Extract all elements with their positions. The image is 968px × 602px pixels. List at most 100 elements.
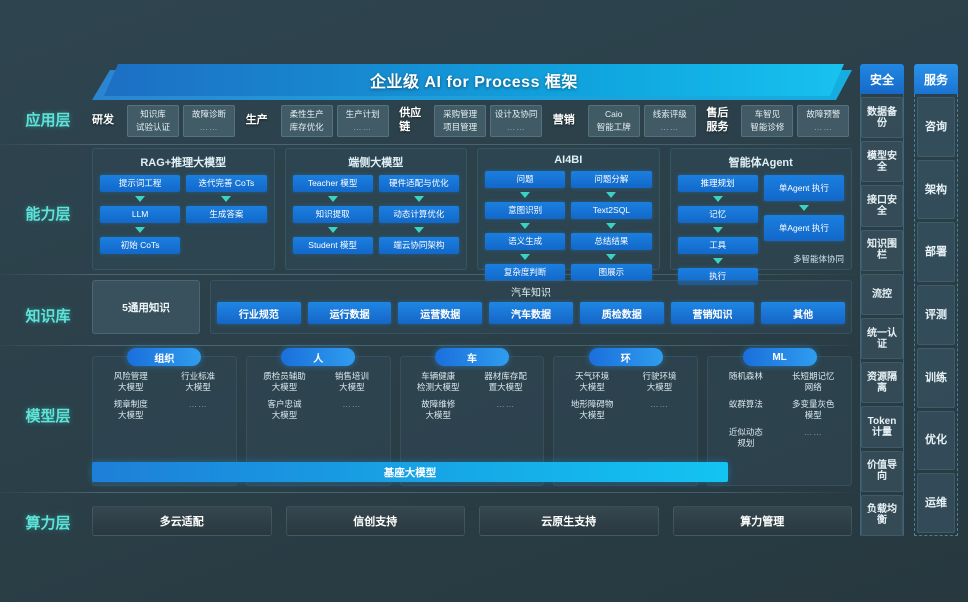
application-tile-list: 柔性生产 库存优化 生产计划 …… [280, 105, 389, 137]
model-item[interactable]: …… [649, 399, 669, 410]
capability-block[interactable]: 知识提取 [292, 206, 373, 223]
model-group-pill[interactable]: 环 [588, 348, 663, 366]
model-item[interactable]: 规章制度 大模型 [113, 399, 148, 421]
compute-box[interactable]: 云原生支持 [479, 506, 659, 536]
model-group-pill[interactable]: 人 [281, 348, 356, 366]
capability-block[interactable]: 单Agent 执行 [763, 215, 844, 241]
model-group-pill[interactable]: 组织 [127, 348, 202, 366]
application-tile[interactable]: 故障预警 …… [797, 105, 850, 137]
application-tile[interactable]: 设计及协同 …… [490, 105, 543, 137]
model-item[interactable]: 客户忠诚 大模型 [267, 399, 302, 421]
security-item[interactable]: 接口安全 [861, 185, 903, 227]
knowledge-chip[interactable]: 营销知识 [670, 302, 755, 324]
model-item[interactable]: 地形障碍物 大模型 [570, 399, 614, 421]
compute-box[interactable]: 多云适配 [92, 506, 272, 536]
capability-block[interactable]: Teacher 模型 [292, 175, 373, 192]
model-item[interactable]: 随机森林 [728, 371, 763, 381]
model-item[interactable]: …… [496, 399, 516, 410]
application-tile[interactable]: 车智见 智能诊修 [741, 105, 794, 137]
service-item[interactable]: 评测 [917, 285, 955, 345]
capability-block[interactable]: 迭代完善 CoTs [186, 175, 267, 192]
application-tile[interactable]: 知识库 试验认证 [127, 105, 179, 137]
compute-box[interactable]: 信创支持 [285, 506, 465, 536]
service-item[interactable]: 架构 [917, 159, 955, 220]
capability-block[interactable]: 硬件适配与优化 [378, 175, 459, 192]
capability-block[interactable]: 意图识别 [485, 202, 566, 219]
capability-block[interactable]: 推理规划 [677, 175, 758, 192]
capability-block[interactable]: 总结结果 [571, 233, 652, 250]
model-item-grid: 车辆健康 检测大模型 器材库存配 置大模型故障维修 大模型 …… [407, 371, 538, 421]
banner-plate: 企业级 AI for Process 框架 [104, 64, 844, 96]
model-item[interactable]: 多变量灰色 模型 [792, 399, 835, 421]
security-item[interactable]: Token计量 [861, 406, 903, 448]
model-item[interactable]: 质检员辅助 大模型 [263, 371, 306, 393]
model-item[interactable]: 行业标准 大模型 [181, 371, 216, 393]
model-item[interactable]: 行驶环境 大模型 [642, 371, 677, 393]
application-tile[interactable]: 线索评级 …… [643, 105, 696, 137]
service-item[interactable]: 运维 [917, 473, 955, 534]
security-column: 安全 数据备份 模型安全 接口安全 知识围栏 流控 统一认证 资源隔离 Token计量 价值导向… [860, 64, 904, 537]
model-item[interactable]: 蚁群算法 [728, 399, 763, 410]
security-item[interactable]: 知识围栏 [861, 229, 903, 271]
application-tile-label: 知识库 [140, 109, 166, 120]
model-item[interactable]: 车辆健康 检测大模型 [417, 371, 460, 393]
model-item[interactable]: …… [803, 427, 823, 438]
model-item[interactable]: …… [342, 399, 362, 410]
capability-block[interactable]: 问题分解 [571, 171, 652, 188]
capability-block[interactable]: 初始 CoTs [100, 237, 181, 254]
service-item[interactable]: 优化 [917, 410, 955, 471]
compute-box[interactable]: 算力管理 [672, 506, 852, 536]
knowledge-chip[interactable]: 汽车数据 [489, 302, 573, 324]
service-item[interactable]: 部署 [917, 222, 955, 283]
model-item[interactable]: 近似动态 规划 [728, 427, 763, 449]
capability-block[interactable]: 语义生成 [485, 233, 566, 250]
model-item[interactable]: 长短期记忆 网络 [792, 371, 835, 393]
capability-block[interactable]: Student 模型 [292, 237, 373, 254]
model-item[interactable]: 销售培训 大模型 [334, 371, 369, 393]
capability-block[interactable]: 单Agent 执行 [763, 175, 844, 201]
model-item[interactable]: 天气环境 大模型 [575, 371, 610, 393]
application-tile[interactable]: 故障诊断 …… [183, 105, 235, 137]
capability-block[interactable]: 记忆 [677, 206, 758, 223]
model-item[interactable]: 器材库存配 置大模型 [484, 371, 527, 393]
security-item[interactable]: 模型安全 [861, 141, 903, 183]
model-item[interactable]: …… [188, 399, 208, 410]
application-tile[interactable]: 生产计划 …… [336, 105, 389, 137]
security-item[interactable]: 统一认证 [861, 318, 903, 360]
capability-block[interactable]: 端云协同架构 [378, 237, 459, 254]
capability-block[interactable]: LLM [100, 206, 181, 223]
model-item[interactable]: 风险管理 大模型 [113, 371, 148, 393]
knowledge-chip[interactable]: 其他 [761, 302, 846, 324]
security-item[interactable]: 资源隔离 [861, 362, 903, 404]
application-tile-label: 故障诊断 [191, 109, 226, 120]
security-item[interactable]: 价值导向 [861, 450, 903, 492]
arrow-down-icon [712, 227, 723, 233]
generic-knowledge-box[interactable]: 5通用知识 [92, 280, 200, 334]
application-tile-list: 车智见 智能诊修 故障预警 …… [741, 105, 850, 137]
application-tile[interactable]: 柔性生产 库存优化 [280, 105, 333, 137]
security-item[interactable]: 数据备份 [861, 97, 903, 139]
capability-block[interactable]: 动态计算优化 [378, 206, 459, 223]
application-group: 供应链 采购管理 项目管理 设计及协同…… [399, 100, 545, 142]
application-tile[interactable]: 采购管理 项目管理 [434, 105, 487, 137]
model-group-pill[interactable]: ML [742, 348, 817, 366]
knowledge-chip[interactable]: 质检数据 [579, 302, 664, 324]
knowledge-chip[interactable]: 行业规范 [217, 302, 301, 324]
service-item[interactable]: 训练 [917, 347, 955, 408]
capability-block[interactable]: 生成答案 [186, 206, 267, 223]
capability-block[interactable]: 复杂度判断 [485, 264, 566, 281]
capability-block[interactable]: Text2SQL [571, 202, 652, 219]
capability-block[interactable]: 问题 [485, 171, 566, 188]
knowledge-chip[interactable]: 运营数据 [398, 302, 483, 324]
knowledge-chip-list: 行业规范 运行数据 运营数据 汽车数据 质检数据 营销知识 其他 [217, 302, 846, 324]
capability-block[interactable]: 工具 [677, 237, 758, 254]
capability-block[interactable]: 提示词工程 [100, 175, 181, 192]
knowledge-chip[interactable]: 运行数据 [307, 302, 392, 324]
application-tile[interactable]: Caio 智能工牌 [587, 105, 640, 137]
security-item[interactable]: 流控 [861, 273, 903, 316]
service-item[interactable]: 咨询 [917, 97, 955, 157]
model-item[interactable]: 故障维修 大模型 [421, 399, 456, 421]
capability-block[interactable]: 图展示 [571, 264, 652, 281]
model-group-pill[interactable]: 车 [434, 348, 509, 366]
security-item[interactable]: 负载均衡 [861, 494, 903, 537]
